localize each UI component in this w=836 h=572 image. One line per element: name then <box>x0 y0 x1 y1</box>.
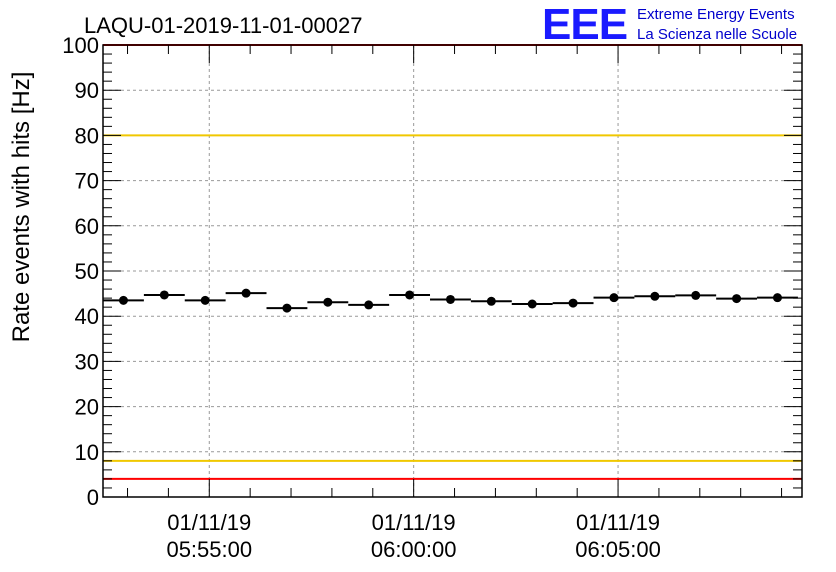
data-marker <box>364 300 374 310</box>
y-tick-label: 60 <box>75 214 99 239</box>
data-point <box>143 290 185 300</box>
x-tick-label-time: 06:05:00 <box>575 537 661 562</box>
x-tick-label-time: 05:55:00 <box>166 537 252 562</box>
logo-mark: EEE <box>542 0 627 49</box>
data-point <box>593 293 635 303</box>
data-marker <box>241 288 251 298</box>
data-point <box>716 294 758 304</box>
data-point <box>184 295 226 305</box>
data-marker <box>527 299 537 309</box>
data-marker <box>118 295 128 305</box>
data-point <box>348 300 390 310</box>
data-marker <box>691 290 701 300</box>
y-tick-label: 30 <box>75 349 99 374</box>
x-tick-label-time: 06:00:00 <box>371 537 457 562</box>
data-point <box>266 303 308 313</box>
y-tick-label: 10 <box>75 440 99 465</box>
data-marker <box>772 293 782 303</box>
data-marker <box>732 294 742 304</box>
y-tick-label: 50 <box>75 259 99 284</box>
data-point <box>103 295 144 305</box>
chart-title: LAQU-01-2019-11-01-00027 <box>84 13 362 38</box>
y-tick-label: 80 <box>75 123 99 148</box>
logo-line-1: Extreme Energy Events <box>637 6 795 23</box>
data-point <box>307 297 349 307</box>
data-point <box>470 296 512 306</box>
y-tick-labels: 0 10 20 30 40 50 60 70 80 90 100 <box>62 33 99 510</box>
data-marker <box>323 297 333 307</box>
data-marker <box>609 293 619 303</box>
y-axis-label: Rate events with hits [Hz] <box>8 72 35 343</box>
data-point <box>675 290 717 300</box>
data-series <box>103 288 798 313</box>
data-marker <box>200 295 210 305</box>
data-point <box>634 291 676 301</box>
data-marker <box>650 291 660 301</box>
data-marker <box>282 303 292 313</box>
data-point <box>430 294 471 304</box>
y-tick-label: 100 <box>62 33 99 58</box>
data-marker <box>486 296 496 306</box>
x-tick-label-date: 01/11/19 <box>576 510 660 535</box>
data-point <box>225 288 267 298</box>
data-marker <box>159 290 169 300</box>
eee-logo: EEE Extreme Energy Events La Scienza nel… <box>542 0 797 49</box>
logo-line-2: La Scienza nelle Scuole <box>637 26 797 43</box>
axes <box>102 44 803 498</box>
y-tick-label: 40 <box>75 304 99 329</box>
y-tick-label: 0 <box>87 485 99 510</box>
data-marker <box>445 294 455 304</box>
data-point <box>511 299 553 309</box>
x-tick-label-date: 01/11/19 <box>167 510 251 535</box>
x-tick-labels: 01/11/1905:55:0001/11/1906:00:0001/11/19… <box>166 510 660 562</box>
data-point <box>757 293 798 303</box>
data-marker <box>405 290 415 300</box>
y-tick-label: 90 <box>75 78 99 103</box>
y-tick-label: 70 <box>75 169 99 194</box>
y-tick-label: 20 <box>75 395 99 420</box>
x-tick-label-date: 01/11/19 <box>372 510 456 535</box>
data-marker <box>568 298 578 308</box>
data-point <box>389 290 431 300</box>
data-point <box>552 298 594 308</box>
